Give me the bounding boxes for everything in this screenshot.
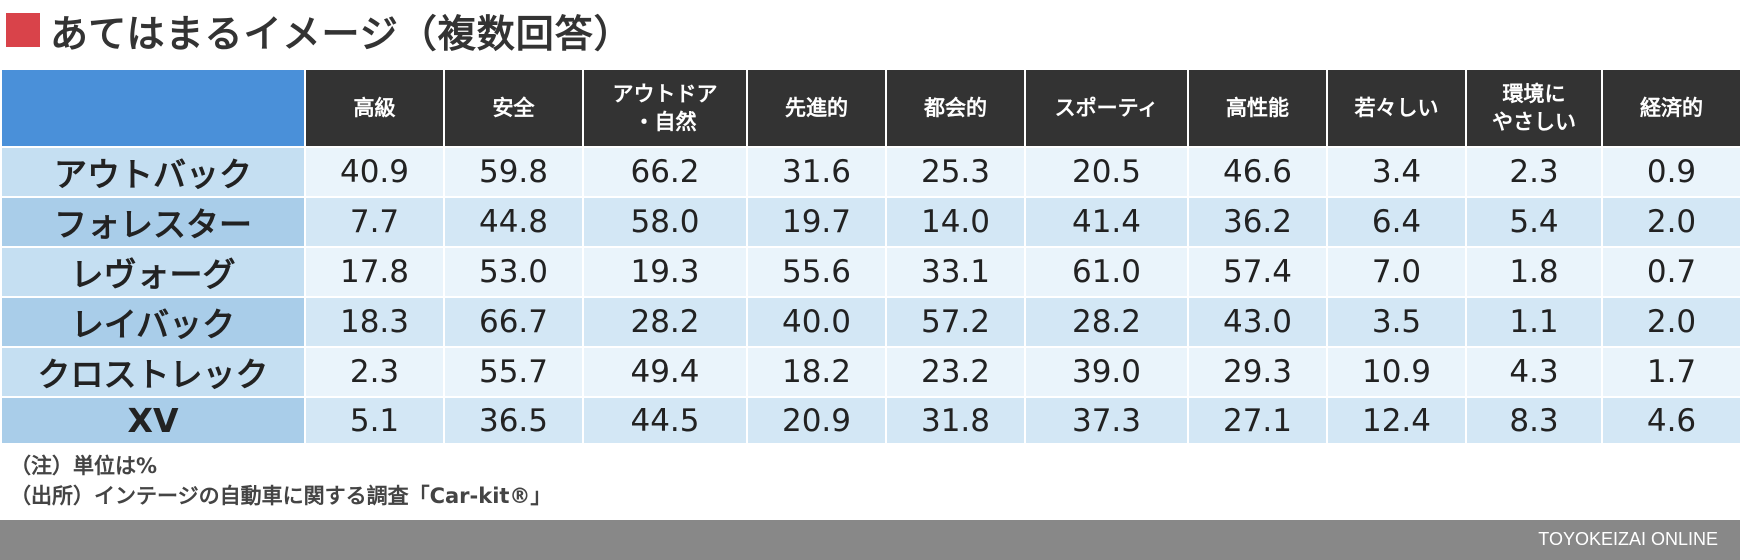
table-cell: 3.5 — [1326, 296, 1467, 348]
table-cell: 7.0 — [1326, 246, 1467, 298]
column-header: 安全 — [443, 68, 584, 148]
column-header: 高級 — [304, 68, 445, 148]
table-cell: 25.3 — [885, 146, 1026, 198]
table-body: アウトバック 40.9 59.8 66.2 31.6 25.3 20.5 46.6 3.4 2.3… — [0, 146, 1740, 445]
table-cell: 66.7 — [443, 296, 584, 348]
table-cell: 49.4 — [582, 346, 748, 398]
table-cell: 20.5 — [1024, 146, 1189, 198]
table-cell: 36.5 — [443, 396, 584, 445]
footer-credit: TOYOKEIZAI ONLINE — [1538, 529, 1718, 549]
table-cell: 12.4 — [1326, 396, 1467, 445]
table-row: アウトバック 40.9 59.8 66.2 31.6 25.3 20.5 46.6 3.4 2.3… — [0, 146, 1740, 198]
unit-note: （注）単位は% — [10, 454, 158, 478]
column-header: スポーティ — [1024, 68, 1189, 148]
table-row: レヴォーグ 17.8 53.0 19.3 55.6 33.1 61.0 57.4 7.0 1.8 0… — [0, 246, 1740, 298]
table-row: レイバック 18.3 66.7 28.2 40.0 57.2 28.2 43.0 3.5 1.1 2… — [0, 296, 1740, 348]
table-cell: 23.2 — [885, 346, 1026, 398]
table-cell: 46.6 — [1187, 146, 1328, 198]
table-cell: 19.7 — [746, 196, 887, 248]
table-cell: 57.2 — [885, 296, 1026, 348]
table-cell: 1.8 — [1465, 246, 1603, 298]
table-cell: 44.5 — [582, 396, 748, 445]
header-row: 高級 安全 アウトドア ・自然 先進的 都会的 スポーティ 高性能 若々しい 環境… — [0, 68, 1740, 148]
source-note: （出所）インテージの自動車に関する調査「Car-kit®」 — [10, 484, 552, 508]
row-header: クロストレック — [0, 346, 306, 398]
table-cell: 33.1 — [885, 246, 1026, 298]
table-cell: 5.1 — [304, 396, 445, 445]
table-cell: 5.4 — [1465, 196, 1603, 248]
table-cell: 0.7 — [1601, 246, 1740, 298]
table-cell: 28.2 — [1024, 296, 1189, 348]
table-row: クロストレック 2.3 55.7 49.4 18.2 23.2 39.0 29.3 10.9 4.… — [0, 346, 1740, 398]
table-cell: 20.9 — [746, 396, 887, 445]
table-cell: 18.3 — [304, 296, 445, 348]
column-header: 高性能 — [1187, 68, 1328, 148]
table-cell: 28.2 — [582, 296, 748, 348]
table-row: フォレスター 7.7 44.8 58.0 19.7 14.0 41.4 36.2 6.4 5.4 2… — [0, 196, 1740, 248]
table-cell: 37.3 — [1024, 396, 1189, 445]
table-cell: 19.3 — [582, 246, 748, 298]
notes: （注）単位は% （出所）インテージの自動車に関する調査「Car-kit®」 — [10, 451, 551, 511]
table-cell: 55.7 — [443, 346, 584, 398]
row-header: アウトバック — [0, 146, 306, 198]
table-row: XV 5.1 36.5 44.5 20.9 31.8 37.3 27.1 12.4 8.3 4.6 — [0, 396, 1740, 445]
table-cell: 57.4 — [1187, 246, 1328, 298]
image-survey-table: 高級 安全 アウトドア ・自然 先進的 都会的 スポーティ 高性能 若々しい 環境… — [0, 68, 1740, 445]
column-header: 若々しい — [1326, 68, 1467, 148]
table-cell: 41.4 — [1024, 196, 1189, 248]
table-cell: 7.7 — [304, 196, 445, 248]
table-corner-cell — [0, 68, 306, 148]
table-cell: 31.6 — [746, 146, 887, 198]
row-header: レイバック — [0, 296, 306, 348]
table-cell: 39.0 — [1024, 346, 1189, 398]
table-cell: 3.4 — [1326, 146, 1467, 198]
column-header: アウトドア ・自然 — [582, 68, 748, 148]
column-header: 先進的 — [746, 68, 887, 148]
table-cell: 43.0 — [1187, 296, 1328, 348]
table-cell: 1.7 — [1601, 346, 1740, 398]
column-header: 都会的 — [885, 68, 1026, 148]
table-cell: 40.0 — [746, 296, 887, 348]
table-cell: 2.3 — [1465, 146, 1603, 198]
table-cell: 2.0 — [1601, 296, 1740, 348]
table-cell: 18.2 — [746, 346, 887, 398]
table-cell: 4.6 — [1601, 396, 1740, 445]
table-cell: 44.8 — [443, 196, 584, 248]
table-cell: 1.1 — [1465, 296, 1603, 348]
table-cell: 59.8 — [443, 146, 584, 198]
table-cell: 55.6 — [746, 246, 887, 298]
table-cell: 8.3 — [1465, 396, 1603, 445]
footer-bar: TOYOKEIZAI ONLINE — [0, 520, 1740, 560]
row-header: XV — [0, 396, 306, 445]
table-cell: 10.9 — [1326, 346, 1467, 398]
table-cell: 6.4 — [1326, 196, 1467, 248]
title-row: あてはまるイメージ（複数回答） — [6, 6, 633, 56]
table-cell: 2.3 — [304, 346, 445, 398]
page-title: あてはまるイメージ（複数回答） — [50, 11, 633, 56]
column-header: 経済的 — [1601, 68, 1740, 148]
title-marker-square — [6, 13, 40, 47]
row-header: フォレスター — [0, 196, 306, 248]
table-cell: 2.0 — [1601, 196, 1740, 248]
table-cell: 31.8 — [885, 396, 1026, 445]
table-cell: 61.0 — [1024, 246, 1189, 298]
table-cell: 14.0 — [885, 196, 1026, 248]
table-cell: 53.0 — [443, 246, 584, 298]
table-cell: 0.9 — [1601, 146, 1740, 198]
row-header: レヴォーグ — [0, 246, 306, 298]
table-cell: 66.2 — [582, 146, 748, 198]
table-cell: 40.9 — [304, 146, 445, 198]
table-cell: 17.8 — [304, 246, 445, 298]
table-cell: 58.0 — [582, 196, 748, 248]
table-cell: 36.2 — [1187, 196, 1328, 248]
table-cell: 4.3 — [1465, 346, 1603, 398]
column-header: 環境に やさしい — [1465, 68, 1603, 148]
table-cell: 27.1 — [1187, 396, 1328, 445]
table-cell: 29.3 — [1187, 346, 1328, 398]
